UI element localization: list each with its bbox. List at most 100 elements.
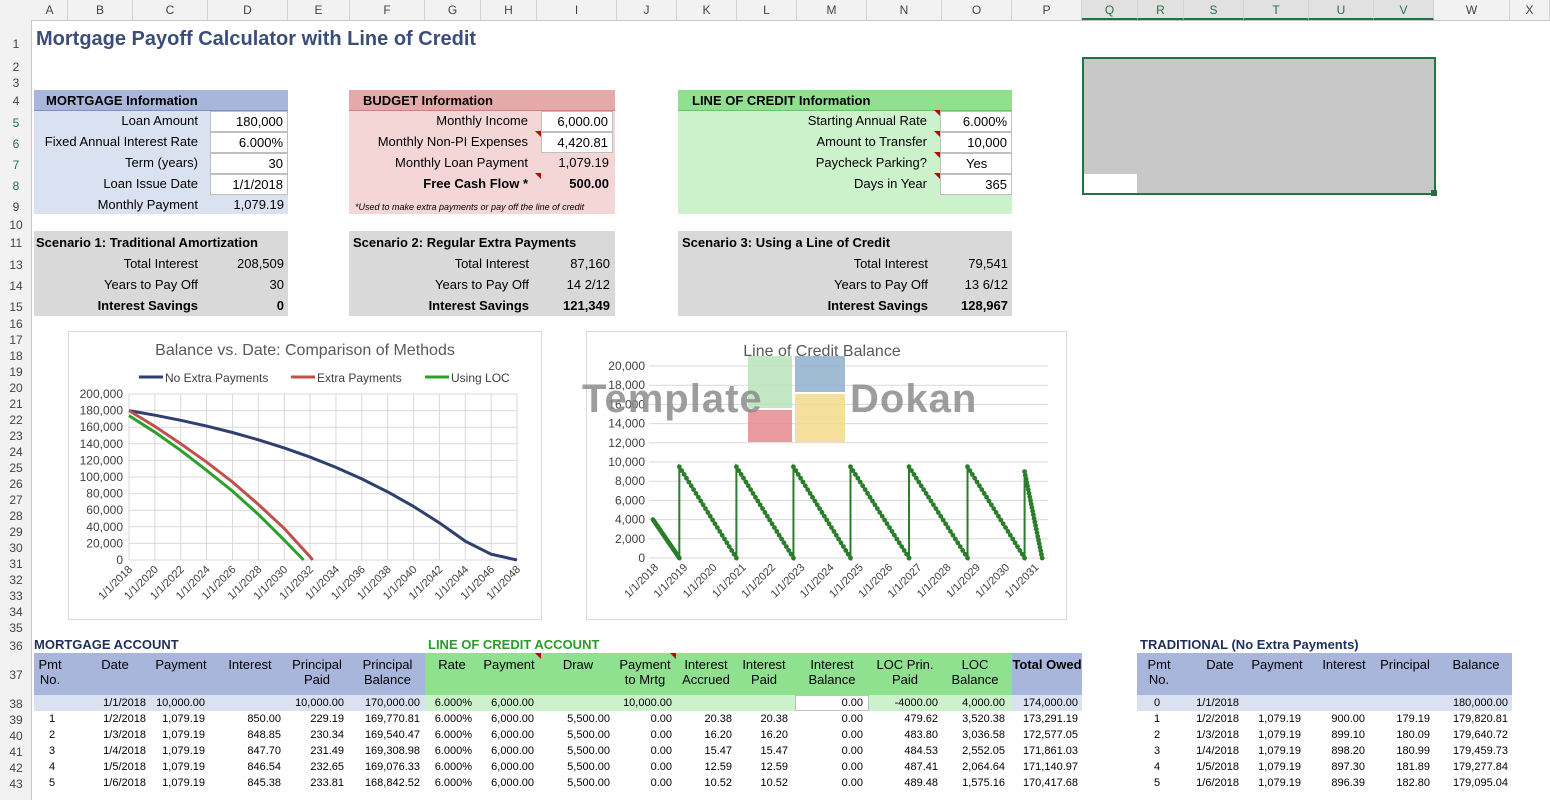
row-header-20[interactable]: 20: [9, 381, 23, 395]
column-header-x[interactable]: X: [1510, 0, 1550, 20]
column-header-o[interactable]: O: [942, 0, 1012, 20]
paycheck-parking-select[interactable]: Yes: [940, 153, 1012, 174]
row-header-4[interactable]: 4: [12, 94, 20, 108]
mortgage-col-header: Payment: [155, 657, 207, 672]
loc-balance-chart[interactable]: Line of Credit Balance 20,000 18,000 16,000…: [586, 331, 1067, 620]
data-point: [887, 525, 892, 530]
row-header-22[interactable]: 22: [9, 413, 23, 427]
column-header-h[interactable]: H: [481, 0, 537, 20]
selection-handle[interactable]: [1431, 190, 1437, 196]
column-header-k[interactable]: K: [677, 0, 737, 20]
selected-shape[interactable]: [1082, 57, 1436, 195]
row-header-6[interactable]: 6: [12, 137, 20, 151]
column-header-w[interactable]: W: [1434, 0, 1510, 20]
row-header-21[interactable]: 21: [9, 397, 23, 411]
row-header-15[interactable]: 15: [9, 300, 23, 314]
row-header-1[interactable]: 1: [12, 37, 20, 51]
row-header-2[interactable]: 2: [12, 60, 20, 74]
data-point: [986, 498, 992, 504]
column-header-r[interactable]: R: [1138, 0, 1184, 20]
row-header-25[interactable]: 25: [9, 461, 23, 475]
row-header-34[interactable]: 34: [9, 605, 23, 619]
column-header-i[interactable]: I: [537, 0, 617, 20]
y-tick-label: 120,000: [80, 453, 124, 467]
row-header-43[interactable]: 43: [9, 777, 23, 791]
column-header-b[interactable]: B: [68, 0, 133, 20]
row-header-13[interactable]: 13: [9, 258, 23, 272]
column-header-n[interactable]: N: [867, 0, 942, 20]
row-header-35[interactable]: 35: [9, 621, 23, 635]
row-header-19[interactable]: 19: [9, 365, 23, 379]
row-header-33[interactable]: 33: [9, 589, 23, 603]
data-point: [741, 475, 746, 481]
column-header-c[interactable]: C: [133, 0, 208, 20]
row-header-14[interactable]: 14: [9, 279, 23, 293]
row-header-5[interactable]: 5: [12, 116, 20, 130]
interest-rate-input[interactable]: 6.000%: [210, 132, 288, 153]
column-header-l[interactable]: L: [737, 0, 797, 20]
traditional-title: TRADITIONAL (No Extra Payments): [1140, 637, 1359, 652]
row-header-36[interactable]: 36: [9, 639, 23, 653]
column-header-f[interactable]: F: [350, 0, 425, 20]
row-header-29[interactable]: 29: [9, 525, 23, 539]
row-header-27[interactable]: 27: [9, 493, 23, 507]
row-header-10[interactable]: 10: [9, 218, 23, 232]
row-header-39[interactable]: 39: [9, 713, 23, 727]
row-header-31[interactable]: 31: [9, 557, 23, 571]
row-header-42[interactable]: 42: [9, 761, 23, 775]
balance-chart-svg: Balance vs. Date: Comparison of Methods N…: [80, 342, 524, 602]
column-header-q[interactable]: Q: [1082, 0, 1138, 20]
row-header-40[interactable]: 40: [9, 729, 23, 743]
data-point: [738, 472, 744, 477]
data-point: [807, 491, 813, 496]
transfer-input[interactable]: 10,000: [940, 132, 1012, 153]
data-point: [935, 510, 941, 515]
row-header-30[interactable]: 30: [9, 541, 23, 555]
data-point: [1010, 536, 1016, 542]
data-point: [991, 506, 997, 511]
income-input[interactable]: 6,000.00: [541, 111, 613, 132]
row-header-24[interactable]: 24: [9, 445, 23, 459]
column-header-g[interactable]: G: [425, 0, 481, 20]
column-header-e[interactable]: E: [288, 0, 350, 20]
traditional-cell: 2: [1153, 729, 1161, 741]
row-header-9[interactable]: 9: [12, 200, 20, 214]
row-header-18[interactable]: 18: [9, 349, 23, 363]
row-header-41[interactable]: 41: [9, 745, 23, 759]
table-cell: 846.54: [247, 761, 281, 773]
column-header-s[interactable]: S: [1184, 0, 1244, 20]
interest-balance-input[interactable]: [795, 695, 869, 711]
row-header-3[interactable]: 3: [12, 76, 20, 90]
row-header-26[interactable]: 26: [9, 477, 23, 491]
row-header-17[interactable]: 17: [9, 333, 23, 347]
row-header-37[interactable]: 37: [9, 668, 23, 682]
balance-comparison-chart[interactable]: Balance vs. Date: Comparison of Methods N…: [68, 331, 542, 620]
column-header-u[interactable]: U: [1309, 0, 1374, 20]
row-header-16[interactable]: 16: [9, 317, 23, 331]
days-in-year-input[interactable]: 365: [940, 174, 1012, 195]
row-header-32[interactable]: 32: [9, 573, 23, 587]
term-input[interactable]: 30: [210, 153, 288, 174]
issue-date-input[interactable]: 1/1/2018: [210, 174, 288, 195]
data-point: [779, 536, 784, 542]
data-point: [731, 551, 737, 557]
expenses-input[interactable]: 4,420.81: [541, 132, 613, 153]
row-header-11[interactable]: 11: [9, 236, 23, 250]
row-header-28[interactable]: 28: [9, 509, 23, 523]
row-header-38[interactable]: 38: [9, 697, 23, 711]
row-header-7[interactable]: 7: [12, 158, 20, 172]
row-header-8[interactable]: 8: [12, 179, 20, 193]
loan-amount-input[interactable]: 180,000: [210, 111, 288, 132]
data-point: [848, 464, 853, 470]
transfer-label: Amount to Transfer: [816, 134, 927, 149]
row-header-23[interactable]: 23: [9, 429, 23, 443]
loc-rate-input[interactable]: 6.000%: [940, 111, 1012, 132]
table-cell: 2,064.64: [962, 761, 1005, 773]
column-header-v[interactable]: V: [1374, 0, 1434, 20]
column-header-a[interactable]: A: [32, 0, 68, 20]
column-header-j[interactable]: J: [617, 0, 677, 20]
column-header-d[interactable]: D: [208, 0, 288, 20]
column-header-m[interactable]: M: [797, 0, 867, 20]
column-header-p[interactable]: P: [1012, 0, 1082, 20]
column-header-t[interactable]: T: [1244, 0, 1309, 20]
